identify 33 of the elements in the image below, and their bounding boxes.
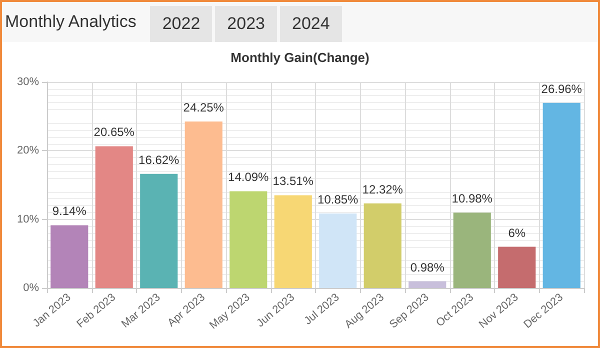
data-label: 0.98% xyxy=(410,260,445,274)
y-tick-label: 10% xyxy=(16,213,40,226)
data-label: 20.65% xyxy=(94,125,135,140)
text: 2022 xyxy=(150,6,212,42)
y-tick-label: 20% xyxy=(16,144,40,157)
data-label: 26.96% xyxy=(541,82,582,96)
text: 2024 xyxy=(280,6,342,42)
data-label: 6% xyxy=(508,226,526,240)
data-label: 10.98% xyxy=(452,192,493,206)
data-label: 16.62% xyxy=(138,152,180,167)
y-tick-label: 30% xyxy=(16,76,40,88)
chart-subtitle: Monthly Gain(Change) xyxy=(230,50,370,65)
bar xyxy=(184,121,222,288)
bar xyxy=(140,174,178,288)
bar xyxy=(453,212,491,288)
bar xyxy=(498,246,536,288)
bar xyxy=(95,146,133,288)
data-label: 10.85% xyxy=(318,192,359,206)
data-label: 12.32% xyxy=(362,182,404,196)
data-label: 14.09% xyxy=(228,170,270,184)
bar xyxy=(364,203,402,288)
data-label: 9.14% xyxy=(52,204,87,218)
text: 2023 xyxy=(215,6,277,42)
bar xyxy=(319,213,357,288)
data-label: 24.25% xyxy=(183,100,224,114)
bar xyxy=(50,225,88,288)
chart-title: Monthly Analytics xyxy=(5,12,136,32)
y-tick-label: 0% xyxy=(23,282,40,294)
bar xyxy=(408,281,446,288)
bar xyxy=(274,195,312,288)
data-label: 13.51% xyxy=(272,174,314,188)
bar xyxy=(542,102,580,288)
bar xyxy=(230,191,268,288)
